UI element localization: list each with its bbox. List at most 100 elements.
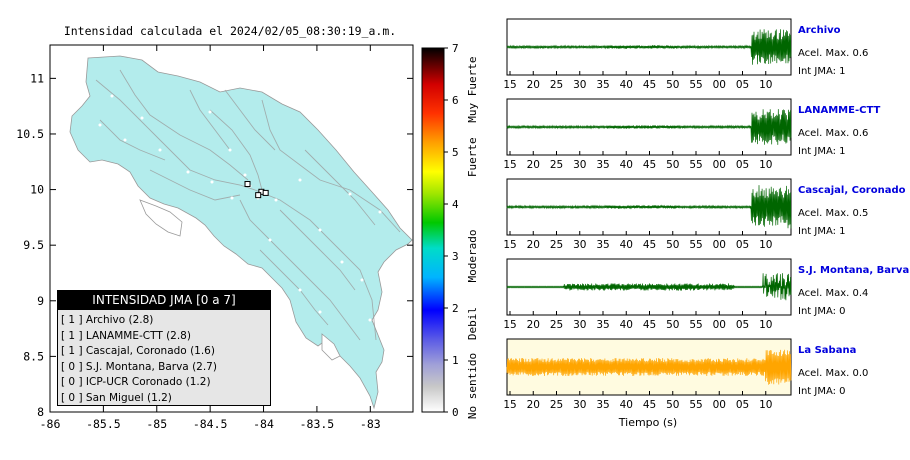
waveform-x-tick-label: 10	[759, 79, 772, 91]
legend-item-label: Cascajal, Coronado (1.6)	[82, 345, 215, 358]
map-x-tick-label: -83.5	[300, 417, 335, 431]
station-jma: Int JMA: 1	[798, 66, 846, 77]
map-y-tick-label: 11	[30, 71, 44, 85]
legend-item-level: [ 0 ]	[61, 376, 83, 389]
waveform-x-tick-label: 00	[713, 239, 726, 251]
waveform-x-tick-label: 15	[503, 399, 516, 411]
waveform-x-tick-label: 55	[689, 239, 702, 251]
waveform-x-tick-label: 00	[713, 79, 726, 91]
waveform-x-tick-label: 45	[643, 159, 656, 171]
station-accel: Acel. Max. 0.5	[798, 208, 868, 219]
waveform-x-tick-label: 30	[573, 399, 586, 411]
waveform-x-tick-label: 30	[573, 159, 586, 171]
colorbar-tick-label: 5	[452, 146, 459, 159]
waveform-x-tick-label: 20	[527, 79, 540, 91]
waveform-x-tick-label: 45	[643, 79, 656, 91]
legend-item-level: [ 0 ]	[61, 391, 83, 404]
station-jma: Int JMA: 0	[798, 386, 846, 397]
waveform-x-tick-label: 55	[689, 319, 702, 331]
waveform-panel: 15 20 25 30 35 40 45 50 55 00 05 10 Cascajal, Corona…	[503, 178, 906, 251]
map-axes: -86 -85.5 -85 -84.5 -84 -83.5 -83 11 10.5 10 9.5 9 8…	[16, 45, 413, 431]
waveform-x-tick-label: 15	[503, 79, 516, 91]
station-marker	[244, 181, 251, 188]
legend-item-level: [ 1 ]	[61, 314, 83, 326]
costa-rica-land	[69, 55, 413, 410]
station-name: Archivo	[798, 25, 841, 36]
map-x-tick-label: -84	[253, 417, 274, 431]
waveform-x-tick-label: 20	[527, 319, 540, 331]
station-accel: Acel. Max. 0.0	[798, 368, 868, 379]
waveform-x-tick-label: 15	[503, 239, 516, 251]
road-network	[95, 69, 401, 341]
station-jma: Int JMA: 1	[798, 226, 846, 237]
waveform-trace	[506, 109, 792, 145]
station-name: Cascajal, Coronado	[798, 185, 906, 196]
colorbar-tick-label: 0	[452, 406, 459, 419]
legend-item-level: [ 1 ]	[61, 329, 83, 342]
waveform-x-tick-label: 20	[527, 159, 540, 171]
waveform-xlabel: Tiempo (s)	[618, 416, 677, 429]
waveform-x-tick-label: 05	[736, 319, 749, 331]
waveform-x-tick-label: 55	[689, 399, 702, 411]
waveform-panels: 15 20 25 30 35 40 45 50 55 00 05 10 Archivo Acel. Max…	[503, 18, 909, 411]
legend-item-label: San Miguel (1.2)	[82, 391, 172, 404]
waveform-x-tick-label: 00	[713, 399, 726, 411]
colorbar-category-label: Muy Fuerte	[466, 56, 479, 122]
waveform-x-tick-label: 15	[503, 159, 516, 171]
waveform-x-tick-label: 30	[573, 319, 586, 331]
waveform-x-tick-label: 25	[550, 399, 563, 411]
waveform-x-tick-label: 00	[713, 319, 726, 331]
map-x-tick-label: -84.5	[193, 417, 228, 431]
waveform-x-tick-label: 10	[759, 399, 772, 411]
colorbar-ticks: 7 6 5 4 3 2 1 0	[444, 42, 459, 419]
waveform-x-tick-label: 40	[620, 79, 633, 91]
station-jma: Int JMA: 0	[798, 306, 846, 317]
map-x-tick-label: -86	[40, 417, 61, 431]
station-marker	[255, 192, 262, 199]
colorbar-category-label: Fuerte	[466, 137, 479, 177]
legend-item-label: S.J. Montana, Barva (2.7)	[82, 360, 217, 373]
waveform-x-tick-label: 10	[759, 319, 772, 331]
waveform-x-tick-label: 45	[643, 399, 656, 411]
waveform-x-tick-label: 55	[689, 79, 702, 91]
map-y-tick-label: 8	[37, 405, 44, 419]
map-title: Intensidad calculada el 2024/02/05_08:30…	[64, 24, 396, 38]
intensity-legend: INTENSIDAD JMA [0 a 7] [ 1 ] Archivo (2.…	[57, 290, 271, 406]
waveform-x-tick-label: 50	[666, 239, 679, 251]
waveform-x-tick-label: 05	[736, 399, 749, 411]
station-accel: Acel. Max. 0.6	[798, 48, 868, 59]
waveform-x-tick-label: 45	[643, 319, 656, 331]
waveform-trace	[506, 349, 792, 385]
station-accel: Acel. Max. 0.6	[798, 128, 868, 139]
map-y-tick-label: 9	[37, 294, 44, 308]
legend-item: [ 0 ] S.J. Montana, Barva (2.7)	[58, 360, 270, 376]
waveform-x-tick-label: 35	[596, 399, 609, 411]
waveform-panel: 15 20 25 30 35 40 45 50 55 00 05 10 S.J. Montana, Ba…	[503, 258, 909, 331]
waveform-x-tick-label: 40	[620, 239, 633, 251]
map-x-tick-label: -85	[146, 417, 167, 431]
legend-item: [ 1 ] LANAMME-CTT (2.8)	[58, 329, 270, 345]
waveform-x-tick-label: 35	[596, 239, 609, 251]
waveform-x-tick-label: 05	[736, 79, 749, 91]
waveform-x-tick-label: 35	[596, 159, 609, 171]
waveform-panel: 15 20 25 30 35 40 45 50 55 00 05 10 Archivo Acel. Max…	[503, 18, 868, 91]
legend-item: [ 1 ] Archivo (2.8)	[58, 313, 270, 329]
waveform-x-tick-label: 50	[666, 159, 679, 171]
waveform-x-tick-label: 40	[620, 159, 633, 171]
station-name: S.J. Montana, Barva	[798, 265, 909, 276]
map-x-tick-label: -83	[360, 417, 381, 431]
waveform-trace	[506, 185, 792, 229]
map-y-tick-label: 8.5	[23, 349, 44, 363]
waveform-x-tick-label: 20	[527, 399, 540, 411]
map-y-tick-label: 10	[30, 183, 44, 197]
legend-item: [ 1 ] Cascajal, Coronado (1.6)	[58, 344, 270, 360]
legend-item-level: [ 0 ]	[61, 360, 83, 373]
waveform-trace	[506, 29, 792, 65]
colorbar-tick-label: 4	[452, 198, 459, 211]
waveform-x-tick-label: 15	[503, 319, 516, 331]
waveform-x-tick-label: 40	[620, 319, 633, 331]
colorbar-tick-label: 2	[452, 302, 459, 315]
legend-item: [ 0 ] San Miguel (1.2)	[58, 391, 270, 407]
colorbar-tick-label: 3	[452, 250, 459, 263]
